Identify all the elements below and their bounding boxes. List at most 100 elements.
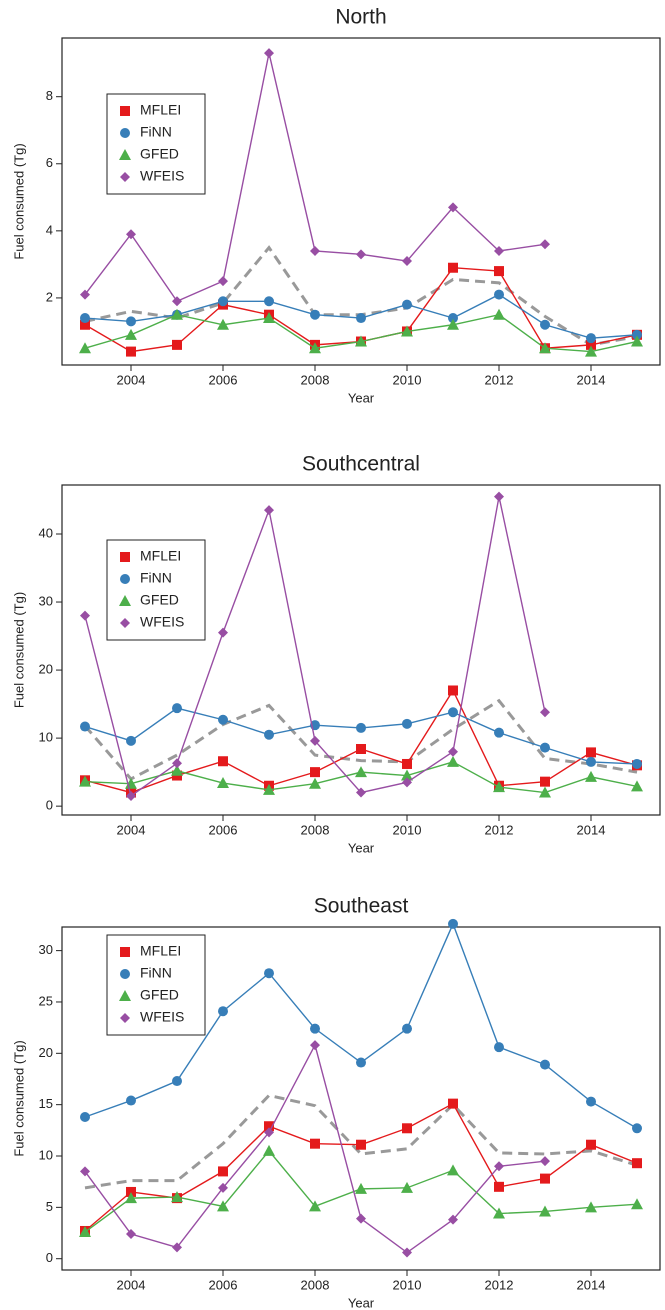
marker <box>80 1166 90 1177</box>
marker <box>356 722 366 733</box>
marker <box>631 1198 643 1210</box>
marker <box>448 918 458 929</box>
marker <box>172 1242 182 1253</box>
x-tick-label: 2008 <box>301 1277 330 1292</box>
marker <box>632 1123 642 1134</box>
marker <box>172 703 182 714</box>
y-tick-label: 6 <box>46 155 53 170</box>
marker <box>494 1161 504 1172</box>
y-tick-label: 20 <box>39 1045 53 1060</box>
legend: MFLEI FiNN GFED WFEIS <box>106 93 206 195</box>
marker <box>540 1173 550 1184</box>
legend-label: GFED <box>140 987 179 1003</box>
legend-marker <box>120 552 130 562</box>
marker <box>218 756 228 767</box>
series-line <box>84 689 638 794</box>
y-tick-label: 10 <box>39 1147 53 1162</box>
marker <box>126 229 136 240</box>
y-tick-label: 20 <box>39 662 53 677</box>
x-tick-label: 2010 <box>393 822 422 837</box>
marker <box>448 707 458 718</box>
y-tick-label: 25 <box>39 993 53 1008</box>
y-tick-label: 4 <box>46 222 53 237</box>
marker <box>217 318 229 330</box>
marker <box>586 1096 596 1107</box>
x-tick-label: 2012 <box>485 1277 514 1292</box>
x-tick-label: 2012 <box>485 372 514 387</box>
marker <box>80 313 90 324</box>
series-line <box>84 1043 546 1254</box>
mean-line <box>83 698 638 781</box>
marker <box>494 727 504 738</box>
marker <box>402 1247 412 1258</box>
x-tick-label: 2006 <box>209 822 238 837</box>
marker <box>79 342 91 354</box>
marker <box>448 1214 458 1225</box>
marker <box>218 1182 228 1193</box>
chart-title: Southcentral <box>302 453 420 476</box>
marker <box>126 790 136 801</box>
marker <box>310 1040 320 1051</box>
legend-marker <box>119 595 131 606</box>
marker <box>356 744 366 754</box>
marker <box>126 316 136 327</box>
marker <box>217 1200 229 1212</box>
marker <box>356 249 366 260</box>
series-line <box>84 707 638 765</box>
plot-frame <box>61 484 661 816</box>
y-tick-label: 40 <box>39 525 53 540</box>
y-axis-label: Fuel consumed (Tg) <box>11 143 26 259</box>
legend-label: WFEIS <box>140 1009 184 1025</box>
marker <box>218 296 228 307</box>
marker <box>539 342 551 354</box>
marker <box>540 742 550 753</box>
x-tick-label: 2006 <box>209 1277 238 1292</box>
x-tick-label: 2014 <box>577 822 606 837</box>
y-tick-label: 8 <box>46 88 53 103</box>
marker <box>264 968 274 979</box>
marker <box>355 1182 367 1194</box>
x-tick-label: 2008 <box>301 372 330 387</box>
legend-label: MFLEI <box>140 548 181 564</box>
y-tick-label: 2 <box>46 289 53 304</box>
legend-marker <box>120 574 130 584</box>
marker <box>80 319 90 330</box>
marker <box>310 1023 320 1034</box>
marker <box>402 758 412 769</box>
marker <box>586 747 596 758</box>
marker <box>80 289 90 300</box>
marker <box>493 781 505 793</box>
marker <box>585 770 597 782</box>
marker <box>79 1226 91 1238</box>
marker <box>402 777 412 788</box>
legend-label: FiNN <box>140 570 172 586</box>
x-axis-label: Year <box>348 1295 375 1310</box>
marker <box>540 776 550 787</box>
marker <box>79 775 91 787</box>
marker <box>264 296 274 307</box>
marker <box>172 296 182 307</box>
marker <box>493 308 505 320</box>
marker <box>632 758 642 769</box>
marker <box>402 718 412 729</box>
marker <box>493 1207 505 1219</box>
marker <box>171 308 183 320</box>
marker <box>402 1123 412 1134</box>
marker <box>539 786 551 798</box>
marker <box>540 1059 550 1070</box>
marker <box>494 491 504 502</box>
legend-marker <box>120 947 130 957</box>
x-tick-label: 2006 <box>209 372 238 387</box>
marker <box>402 256 412 267</box>
marker <box>586 756 596 767</box>
marker <box>448 262 458 273</box>
marker <box>540 239 550 250</box>
marker <box>539 1205 551 1217</box>
marker <box>310 767 320 778</box>
marker <box>401 325 413 337</box>
marker <box>447 755 459 767</box>
legend-marker <box>120 106 130 116</box>
legend-label: MFLEI <box>140 102 181 118</box>
legend-marker <box>120 1013 130 1023</box>
marker <box>126 1095 136 1106</box>
